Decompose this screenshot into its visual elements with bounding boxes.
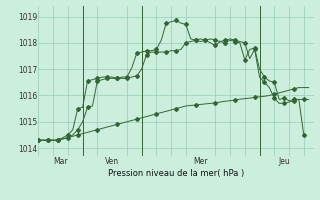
X-axis label: Pression niveau de la mer( hPa ): Pression niveau de la mer( hPa ) [108,169,244,178]
